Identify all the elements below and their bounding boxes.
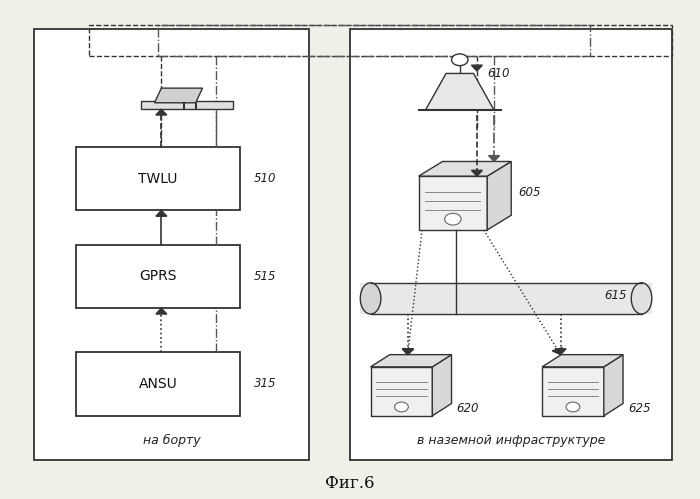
Text: 620: 620 bbox=[456, 402, 479, 415]
Text: на борту: на борту bbox=[143, 434, 200, 447]
Bar bbox=[76, 245, 240, 308]
Bar bbox=[90, 24, 673, 56]
Polygon shape bbox=[555, 349, 566, 355]
Text: 315: 315 bbox=[254, 377, 276, 391]
Text: в наземной инфраструктуре: в наземной инфраструктуре bbox=[417, 434, 606, 447]
Circle shape bbox=[444, 213, 461, 225]
Polygon shape bbox=[426, 73, 494, 110]
Bar bbox=[76, 147, 240, 211]
Polygon shape bbox=[471, 170, 482, 176]
Ellipse shape bbox=[360, 283, 381, 314]
Polygon shape bbox=[419, 162, 511, 176]
Bar bbox=[360, 283, 652, 314]
Polygon shape bbox=[402, 349, 413, 355]
Circle shape bbox=[452, 54, 468, 66]
Polygon shape bbox=[156, 211, 167, 216]
Text: 510: 510 bbox=[254, 172, 276, 185]
Polygon shape bbox=[156, 308, 167, 314]
Polygon shape bbox=[552, 348, 562, 355]
Text: TWLU: TWLU bbox=[138, 172, 178, 186]
Polygon shape bbox=[489, 156, 500, 162]
Bar bbox=[34, 29, 309, 460]
Text: Фиг.6: Фиг.6 bbox=[326, 475, 374, 492]
Ellipse shape bbox=[631, 283, 652, 314]
Polygon shape bbox=[155, 88, 202, 103]
Bar bbox=[542, 367, 604, 416]
Polygon shape bbox=[156, 109, 167, 115]
Bar bbox=[350, 29, 673, 460]
Text: GPRS: GPRS bbox=[139, 269, 176, 283]
Text: 615: 615 bbox=[604, 289, 626, 302]
Text: 625: 625 bbox=[628, 402, 650, 415]
Polygon shape bbox=[542, 355, 623, 367]
Polygon shape bbox=[433, 355, 452, 416]
Polygon shape bbox=[604, 355, 623, 416]
Text: 610: 610 bbox=[487, 67, 510, 80]
Polygon shape bbox=[471, 65, 482, 71]
Text: ANSU: ANSU bbox=[139, 377, 177, 391]
Polygon shape bbox=[370, 355, 452, 367]
Bar bbox=[76, 352, 240, 416]
Bar bbox=[141, 101, 233, 109]
Text: 515: 515 bbox=[254, 270, 276, 283]
Polygon shape bbox=[402, 348, 414, 355]
Circle shape bbox=[566, 402, 580, 412]
Text: 605: 605 bbox=[518, 186, 540, 199]
Polygon shape bbox=[487, 162, 511, 230]
Bar bbox=[370, 367, 433, 416]
Bar bbox=[419, 176, 487, 230]
Bar bbox=[158, 24, 590, 56]
Circle shape bbox=[395, 402, 408, 412]
